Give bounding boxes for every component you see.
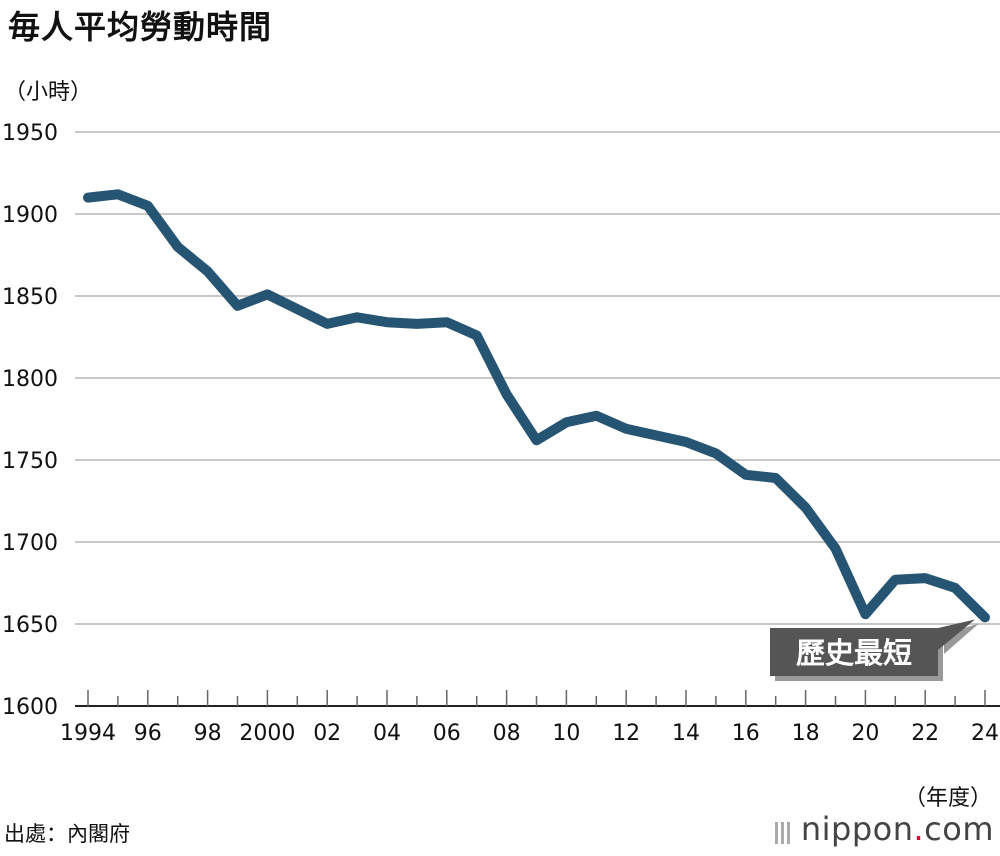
data-point: [625, 428, 627, 430]
annotation-pointer: [938, 619, 975, 650]
chart-title: 毎人平均勞動時間: [8, 8, 273, 46]
x-tick-label: 24: [971, 721, 999, 746]
data-point: [237, 305, 238, 307]
y-tick-label: 1800: [2, 367, 58, 392]
brand-bars-icon: [774, 812, 793, 850]
data-point: [864, 613, 866, 615]
x-tick-label: 12: [612, 721, 640, 746]
data-point: [386, 321, 388, 323]
data-point: [805, 507, 807, 509]
data-point: [745, 474, 747, 476]
data-point: [894, 579, 896, 581]
y-tick-labels: 1600 1650 1700 1750 1800 1850 1900 1950: [2, 121, 58, 720]
x-tick-label: 2000: [239, 721, 295, 746]
brand-logo: nippon.com: [774, 810, 994, 850]
data-point: [775, 477, 777, 479]
data-point: [147, 205, 149, 207]
annotation-label: 歷史最短: [796, 636, 912, 670]
y-axis-unit: （小時）: [4, 80, 93, 105]
series-line: [83, 189, 990, 623]
data-point: [207, 270, 209, 272]
data-point: [296, 308, 298, 310]
grid-lines: [75, 131, 1000, 625]
x-tick-label: 04: [373, 721, 401, 746]
y-tick-label: 1750: [2, 449, 58, 474]
brand-name: nippon: [800, 810, 914, 848]
x-tick-label: 96: [134, 721, 162, 746]
data-point: [117, 193, 119, 195]
x-tick-label: 16: [732, 721, 760, 746]
data-point: [835, 548, 836, 550]
data-point: [565, 421, 567, 423]
data-point: [655, 434, 657, 436]
x-tick-label: 22: [911, 721, 939, 746]
data-point: [536, 439, 537, 441]
y-tick-label: 1950: [2, 121, 58, 146]
series-layer: [83, 189, 990, 623]
data-point: [506, 393, 508, 395]
x-tick-label: 10: [552, 721, 580, 746]
data-point: [446, 321, 448, 323]
data-point: [715, 452, 717, 454]
source-note: 出處：內閣府: [4, 822, 130, 846]
x-tick-label: 08: [493, 721, 521, 746]
x-tick-label: 14: [672, 721, 700, 746]
data-point: [924, 577, 926, 579]
data-point: [416, 323, 418, 325]
y-tick-label: 1700: [2, 531, 58, 556]
x-axis: 1994 96 98 2000 02 04 06 08 10 12 14 16 18 20 22 24: [60, 690, 1000, 746]
x-tick-label: 20: [851, 721, 879, 746]
data-point: [266, 293, 268, 295]
y-tick-label: 1850: [2, 285, 58, 310]
data-point: [476, 334, 478, 336]
data-point: [595, 415, 597, 417]
x-tick-label: 18: [792, 721, 820, 746]
x-tick-label: 1994: [60, 721, 116, 746]
data-point: [326, 323, 328, 325]
annotation-layer: 歷史最短: [770, 619, 979, 681]
annotation-pointer-shadow: [944, 623, 979, 654]
annotation-box: [770, 628, 938, 676]
x-tick-label: 06: [433, 721, 461, 746]
y-tick-label: 1600: [2, 695, 58, 720]
y-tick-label: 1900: [2, 203, 58, 228]
data-point: [177, 246, 179, 248]
x-axis-unit: （年度）: [903, 786, 992, 811]
data-point: [356, 316, 358, 318]
data-point: [984, 616, 986, 618]
x-tick-label: 98: [194, 721, 222, 746]
data-point: [87, 197, 89, 199]
y-tick-label: 1650: [2, 613, 58, 638]
brand-dot: .: [913, 810, 925, 848]
data-point: [685, 441, 687, 443]
brand-tld: com: [924, 810, 994, 848]
data-point: [954, 587, 956, 589]
x-tick-label: 02: [313, 721, 341, 746]
